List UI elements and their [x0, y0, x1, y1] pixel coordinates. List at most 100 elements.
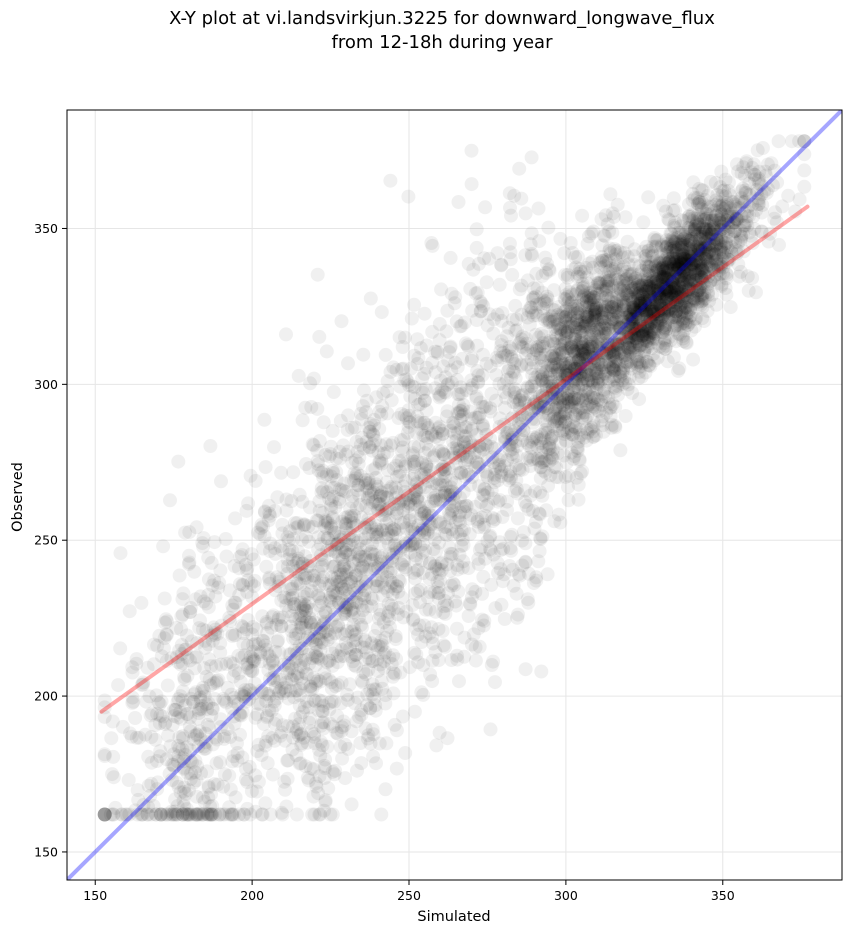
scatter-point	[652, 267, 667, 282]
scatter-point	[671, 283, 686, 298]
scatter-point	[558, 469, 573, 484]
scatter-point	[608, 321, 623, 336]
scatter-point	[642, 279, 657, 294]
scatter-point	[509, 586, 524, 601]
scatter-point	[398, 746, 413, 760]
scatter-point	[575, 464, 590, 479]
scatter-point	[458, 429, 473, 444]
scatter-point	[265, 610, 280, 625]
scatter-point	[534, 326, 549, 341]
scatter-point	[685, 193, 700, 208]
scatter-point	[557, 448, 571, 463]
scatter-point	[597, 267, 612, 282]
scatter-point	[231, 561, 246, 576]
scatter-point	[645, 305, 660, 320]
scatter-point	[603, 263, 618, 278]
scatter-point	[288, 711, 303, 726]
scatter-point	[380, 570, 394, 585]
scatter-point	[557, 324, 572, 339]
scatter-point	[652, 309, 667, 324]
scatter-point	[553, 395, 568, 410]
scatter-point	[328, 763, 343, 778]
scatter-point	[413, 415, 428, 430]
scatter-point	[294, 737, 309, 752]
scatter-point	[655, 260, 670, 275]
scatter-point	[332, 494, 347, 509]
scatter-point	[504, 208, 518, 223]
scatter-point	[641, 334, 656, 349]
scatter-point	[194, 683, 209, 698]
scatter-point	[657, 331, 672, 346]
scatter-point	[225, 701, 240, 716]
scatter-point	[575, 361, 589, 376]
scatter-point	[447, 578, 462, 592]
scatter-point	[306, 789, 321, 804]
scatter-point	[697, 231, 711, 246]
scatter-point	[429, 738, 444, 753]
scatter-point	[358, 549, 373, 564]
scatter-point	[380, 490, 395, 505]
scatter-point	[508, 371, 523, 386]
scatter-point	[354, 703, 369, 718]
scatter-point	[617, 348, 632, 363]
scatter-point	[260, 708, 275, 723]
scatter-point	[452, 387, 467, 402]
scatter-point	[642, 292, 657, 307]
scatter-point	[228, 511, 243, 526]
scatter-point	[476, 347, 490, 362]
scatter-point	[591, 275, 606, 290]
scatter-point	[664, 226, 679, 241]
scatter-point	[372, 611, 386, 626]
scatter-point	[540, 567, 555, 582]
scatter-point	[620, 382, 635, 397]
scatter-point	[401, 374, 416, 389]
scatter-point	[690, 263, 705, 278]
scatter-point	[473, 395, 488, 410]
scatter-point	[628, 302, 643, 317]
scatter-point	[677, 323, 692, 338]
scatter-point	[680, 276, 695, 291]
scatter-point	[334, 580, 349, 595]
scatter-point	[521, 381, 535, 396]
scatter-point	[389, 502, 404, 517]
scatter-point	[655, 303, 670, 318]
scatter-point	[577, 369, 592, 384]
scatter-point	[446, 441, 461, 456]
scatter-point	[415, 456, 430, 470]
scatter-point	[702, 293, 717, 308]
scatter-point	[733, 233, 748, 248]
scatter-point	[619, 332, 634, 347]
scatter-point	[712, 263, 726, 278]
scatter-point	[295, 413, 310, 428]
chart-title-line2: from 12-18h during year	[332, 32, 554, 53]
scatter-point	[729, 211, 744, 226]
scatter-point	[578, 383, 593, 398]
scatter-point	[344, 603, 359, 618]
scatter-point	[680, 267, 694, 282]
scatter-point	[304, 761, 318, 776]
scatter-point	[338, 771, 353, 786]
scatter-point	[365, 536, 379, 551]
scatter-point	[668, 215, 683, 230]
scatter-point	[199, 697, 214, 712]
scatter-point	[428, 604, 443, 619]
scatter-point	[576, 316, 590, 330]
scatter-point	[471, 410, 486, 425]
scatter-point	[553, 337, 568, 352]
scatter-point	[694, 202, 709, 217]
scatter-point	[586, 429, 601, 444]
scatter-point	[324, 694, 339, 709]
scatter-point	[643, 293, 658, 308]
scatter-point	[459, 420, 474, 435]
scatter-point	[416, 537, 430, 552]
scatter-point	[251, 774, 266, 789]
scatter-point	[210, 777, 225, 792]
scatter-point	[391, 497, 406, 512]
scatter-point	[691, 255, 706, 270]
scatter-point	[388, 491, 403, 505]
scatter-point	[414, 504, 429, 519]
scatter-point	[347, 466, 362, 481]
scatter-point	[596, 424, 611, 439]
scatter-point	[676, 248, 691, 263]
scatter-point	[227, 559, 242, 573]
